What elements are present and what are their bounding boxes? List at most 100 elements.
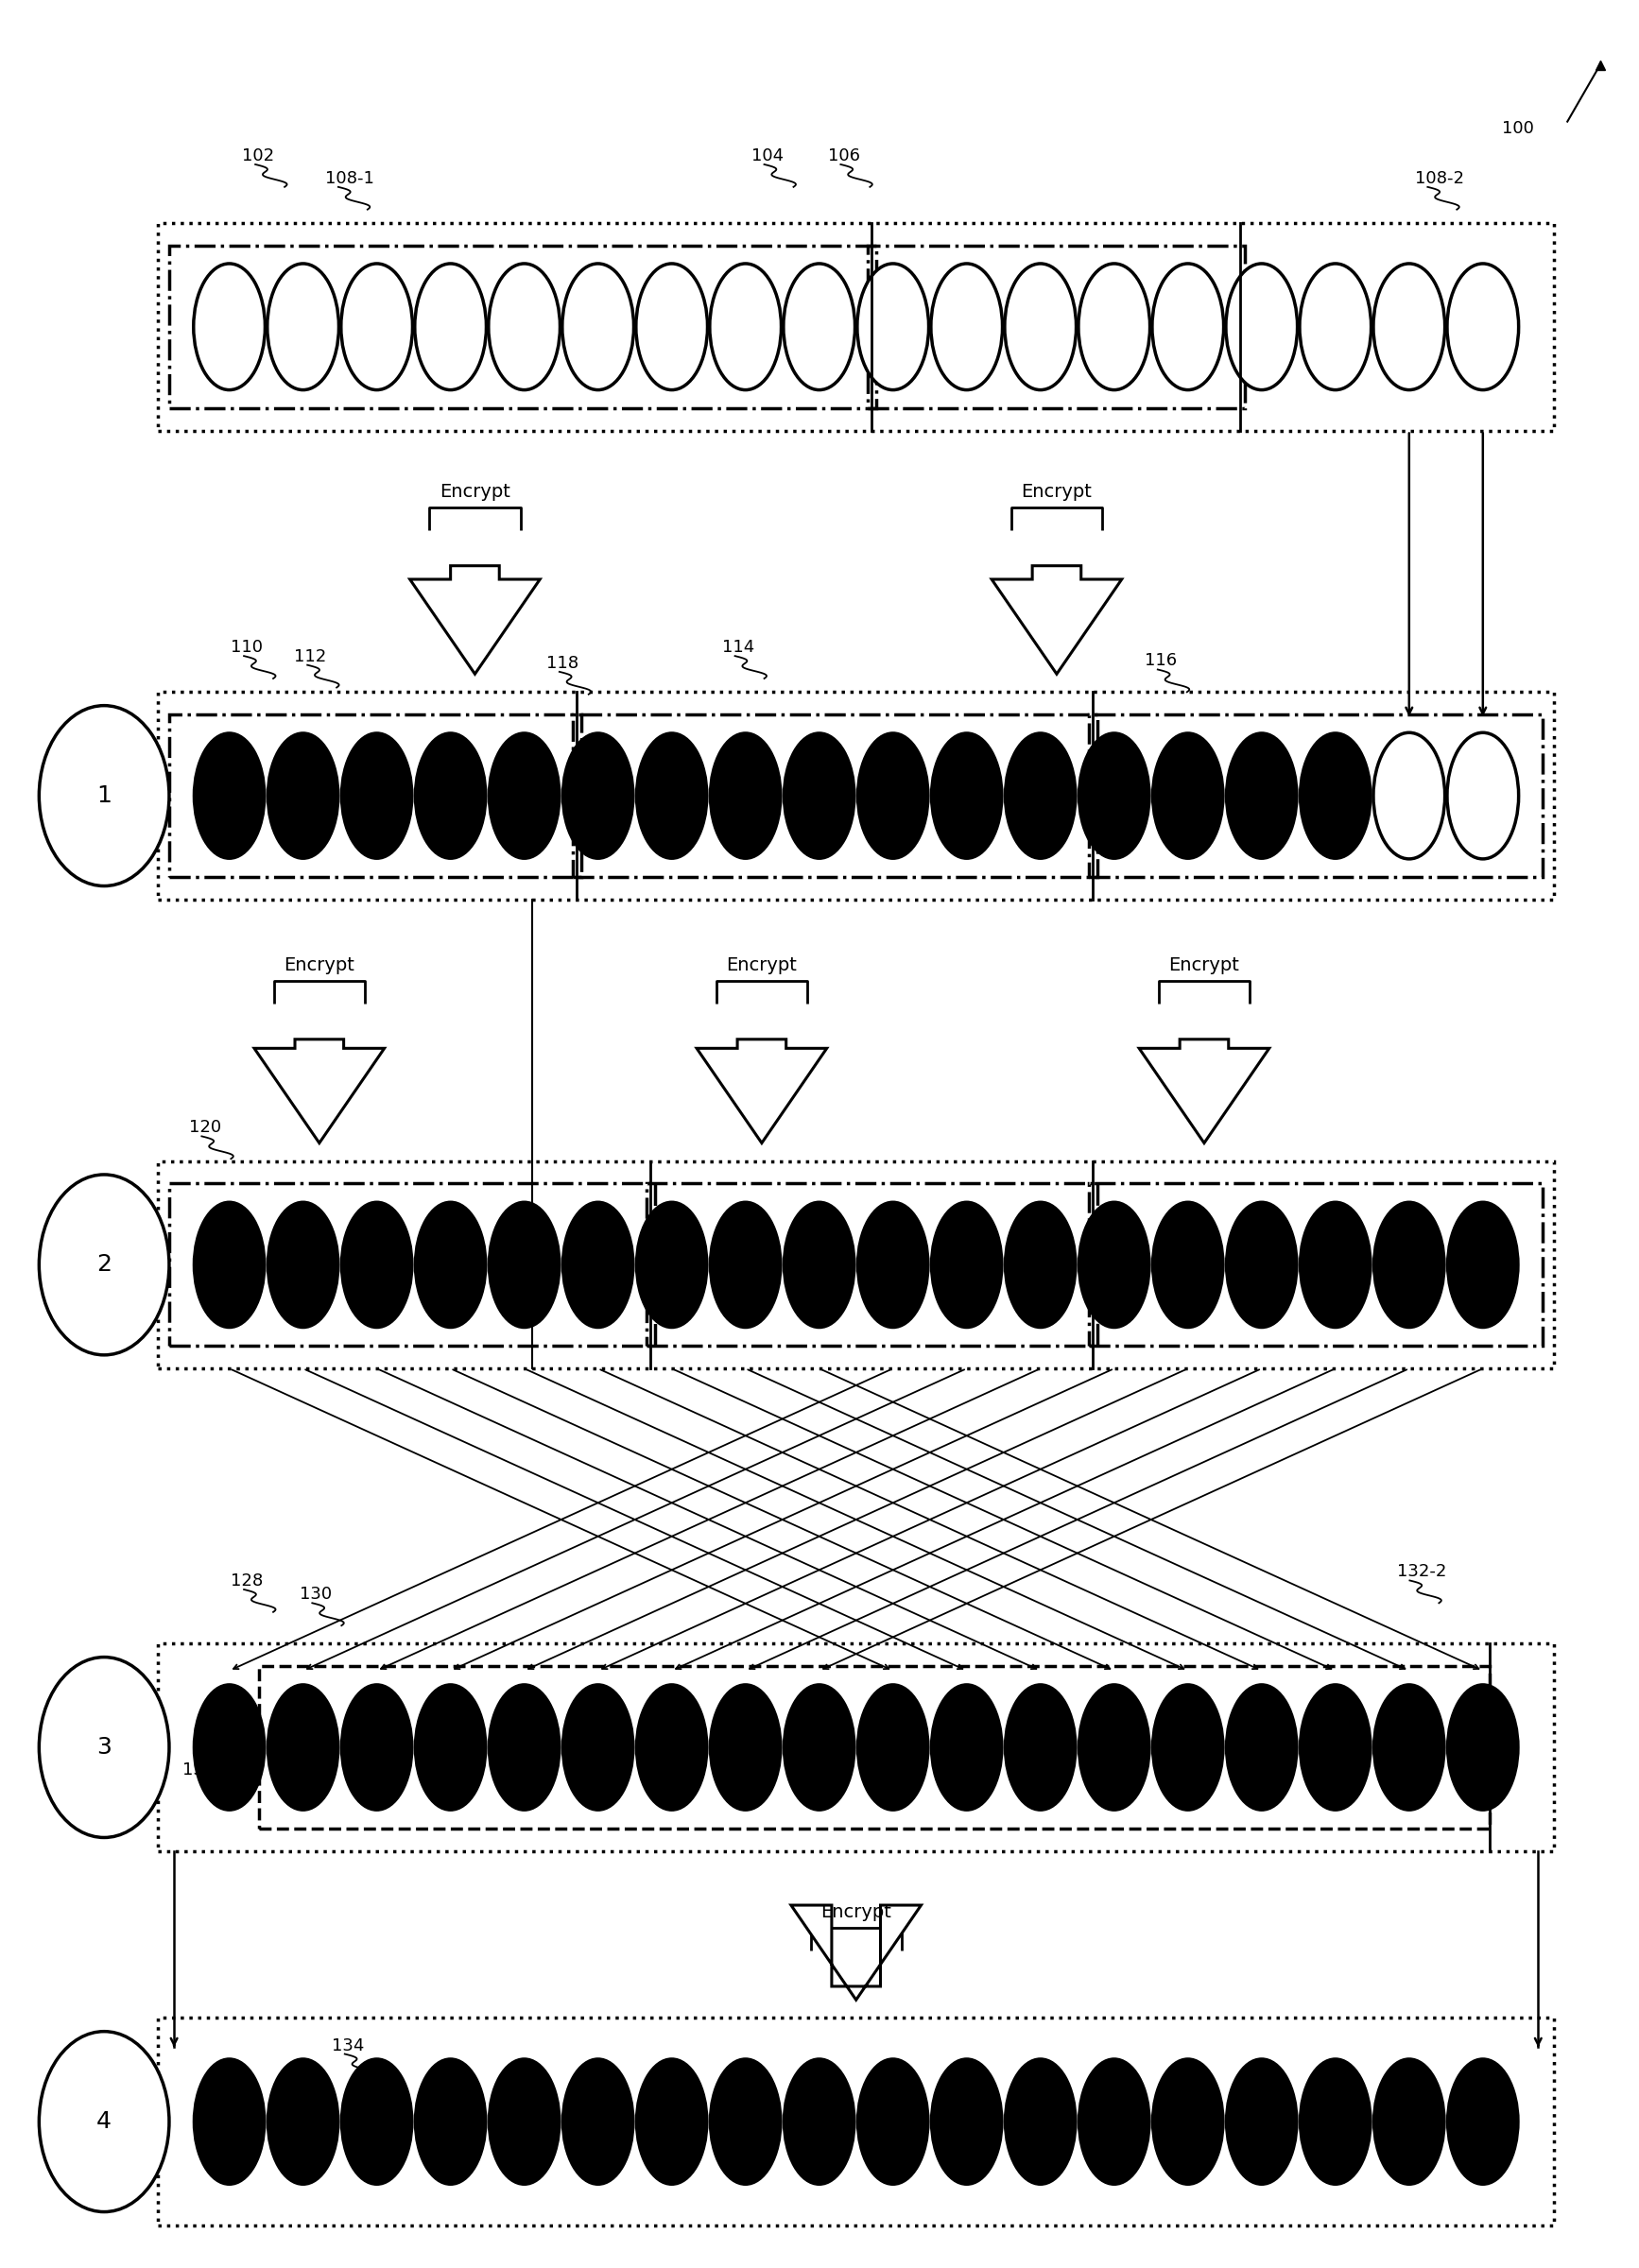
Text: 1: 1 <box>97 785 111 807</box>
Ellipse shape <box>1078 1685 1151 1810</box>
Ellipse shape <box>1005 1202 1077 1329</box>
Bar <box>1090 714 1542 878</box>
Circle shape <box>39 2032 169 2211</box>
Ellipse shape <box>488 2059 561 2184</box>
Text: 112: 112 <box>295 649 326 665</box>
Ellipse shape <box>710 263 782 390</box>
Polygon shape <box>697 1039 826 1143</box>
Bar <box>157 692 1554 900</box>
Ellipse shape <box>783 2059 856 2184</box>
Ellipse shape <box>341 733 413 860</box>
Ellipse shape <box>1078 733 1151 860</box>
Text: 116: 116 <box>1144 653 1177 669</box>
Text: Encrypt: Encrypt <box>1021 483 1092 501</box>
Ellipse shape <box>1152 2059 1224 2184</box>
Polygon shape <box>992 565 1121 674</box>
Ellipse shape <box>1226 1202 1298 1329</box>
Text: 130: 130 <box>300 1585 331 1603</box>
Ellipse shape <box>783 1685 856 1810</box>
Polygon shape <box>792 1905 921 2000</box>
Ellipse shape <box>267 1685 339 1810</box>
Text: 2: 2 <box>97 1254 111 1277</box>
Text: 132-1: 132-1 <box>182 1762 231 1778</box>
Ellipse shape <box>1078 1202 1151 1329</box>
Bar <box>169 714 582 878</box>
Text: 132-2: 132-2 <box>1396 1563 1446 1581</box>
Ellipse shape <box>1373 1202 1446 1329</box>
Ellipse shape <box>562 1202 634 1329</box>
Text: 108-2: 108-2 <box>1414 170 1464 186</box>
Ellipse shape <box>1373 2059 1446 2184</box>
Text: 100: 100 <box>1503 120 1534 136</box>
Ellipse shape <box>267 263 339 390</box>
Ellipse shape <box>267 2059 339 2184</box>
Ellipse shape <box>1078 2059 1151 2184</box>
Bar <box>869 245 1244 408</box>
Ellipse shape <box>1447 733 1519 860</box>
Text: 108-1: 108-1 <box>325 170 374 186</box>
Ellipse shape <box>783 1202 856 1329</box>
Ellipse shape <box>931 263 1003 390</box>
Ellipse shape <box>857 1202 929 1329</box>
Ellipse shape <box>636 1202 708 1329</box>
Ellipse shape <box>562 1685 634 1810</box>
Text: 134: 134 <box>331 2037 364 2055</box>
Ellipse shape <box>636 733 708 860</box>
Ellipse shape <box>1226 733 1298 860</box>
Bar <box>647 1184 1098 1345</box>
Text: Encrypt: Encrypt <box>821 1903 892 1921</box>
Text: 120: 120 <box>188 1118 221 1136</box>
Ellipse shape <box>341 2059 413 2184</box>
Ellipse shape <box>1005 2059 1077 2184</box>
Text: 102: 102 <box>243 147 275 163</box>
Text: 4: 4 <box>97 2109 111 2132</box>
Bar <box>157 222 1554 431</box>
Ellipse shape <box>341 1202 413 1329</box>
Ellipse shape <box>636 1685 708 1810</box>
Text: 118: 118 <box>546 655 579 671</box>
Ellipse shape <box>1152 1685 1224 1810</box>
Ellipse shape <box>783 733 856 860</box>
Polygon shape <box>1139 1039 1269 1143</box>
Ellipse shape <box>710 2059 782 2184</box>
Polygon shape <box>410 565 539 674</box>
Ellipse shape <box>1373 1685 1446 1810</box>
Ellipse shape <box>1300 2059 1372 2184</box>
Ellipse shape <box>193 2059 266 2184</box>
Ellipse shape <box>1005 733 1077 860</box>
Ellipse shape <box>341 263 413 390</box>
Ellipse shape <box>488 263 561 390</box>
Ellipse shape <box>193 263 266 390</box>
Ellipse shape <box>1447 1202 1519 1329</box>
Polygon shape <box>254 1039 384 1143</box>
Text: Encrypt: Encrypt <box>284 955 354 973</box>
Circle shape <box>39 1175 169 1354</box>
Ellipse shape <box>783 263 856 390</box>
Ellipse shape <box>1373 733 1446 860</box>
Ellipse shape <box>1447 2059 1519 2184</box>
Ellipse shape <box>193 1685 266 1810</box>
Ellipse shape <box>562 733 634 860</box>
Bar <box>157 2019 1554 2225</box>
Ellipse shape <box>1447 263 1519 390</box>
Ellipse shape <box>931 2059 1003 2184</box>
Ellipse shape <box>193 733 266 860</box>
Ellipse shape <box>488 733 561 860</box>
Ellipse shape <box>636 263 708 390</box>
Ellipse shape <box>857 2059 929 2184</box>
Text: 128: 128 <box>231 1572 264 1590</box>
Text: 3: 3 <box>97 1735 111 1758</box>
Ellipse shape <box>488 1202 561 1329</box>
Bar <box>259 1667 1490 1828</box>
Ellipse shape <box>1226 1685 1298 1810</box>
Ellipse shape <box>857 1685 929 1810</box>
Ellipse shape <box>857 263 929 390</box>
Ellipse shape <box>931 733 1003 860</box>
Ellipse shape <box>1300 1685 1372 1810</box>
Ellipse shape <box>1005 1685 1077 1810</box>
Ellipse shape <box>415 1202 487 1329</box>
Bar <box>157 1161 1554 1368</box>
Bar <box>1090 1184 1542 1345</box>
Text: Encrypt: Encrypt <box>1169 955 1239 973</box>
Ellipse shape <box>415 263 487 390</box>
